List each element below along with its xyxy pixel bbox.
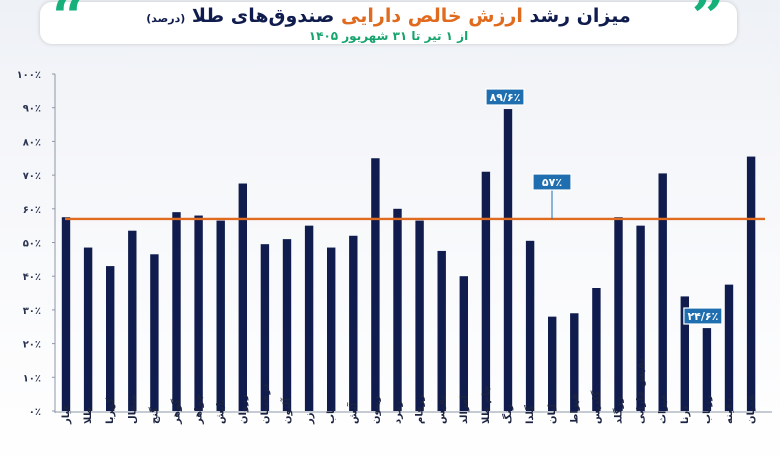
- bar: [172, 212, 181, 411]
- x-tick-label: تابش: [216, 398, 227, 424]
- average-callout-box: [532, 173, 572, 191]
- x-tick-label: دفینه: [724, 398, 735, 424]
- x-tick-label: درنا: [680, 406, 691, 424]
- bar: [437, 250, 446, 411]
- x-tick-label: آلتون: [280, 397, 293, 424]
- x-tick-label: همیان: [746, 394, 757, 424]
- bar: [481, 171, 491, 411]
- min-callout-box: [683, 307, 723, 325]
- bar: [570, 313, 579, 411]
- max-callout-box: [485, 88, 525, 106]
- x-tick-label: زمرد: [393, 400, 404, 424]
- bar: [636, 225, 645, 411]
- bar: [304, 225, 314, 411]
- y-tick-label: ۱۰۰٪: [17, 70, 41, 81]
- bar: [61, 217, 71, 411]
- bar: [680, 296, 689, 411]
- y-tick-label: ۲۰٪: [23, 340, 41, 351]
- x-tick-label: زر: [304, 412, 315, 425]
- bar: [128, 230, 137, 411]
- bar: [327, 247, 336, 411]
- x-tick-label: ناب: [326, 406, 337, 424]
- bar: [260, 244, 270, 411]
- x-tick-label: گنج: [147, 407, 160, 424]
- x-tick-label: جام طلا: [481, 385, 492, 424]
- quote-open-icon: “: [52, 0, 86, 51]
- bar: [746, 156, 756, 411]
- bar: [525, 240, 535, 411]
- y-tick-label: ۵۰٪: [23, 239, 41, 250]
- bar: [371, 158, 380, 411]
- x-tick-label: ریتون: [370, 395, 381, 424]
- x-tick-label: زرفام: [415, 395, 426, 424]
- y-tick-label: ۰٪: [29, 407, 41, 418]
- x-tick-label: کهربا: [105, 398, 116, 424]
- title-box: “ ” میزان رشد ارزش خالص دارایی صندوق‌های…: [40, 0, 737, 51]
- x-tick-label: لیان: [547, 404, 558, 424]
- quote-close-icon: ”: [691, 0, 725, 51]
- x-tick-label: زنگ: [502, 404, 514, 424]
- bar: [614, 217, 623, 411]
- min-callout-label: ۲۴/۶٪: [687, 310, 718, 323]
- x-tick-label: گلدا: [523, 405, 536, 424]
- bar: [150, 254, 159, 411]
- y-tick-label: ۶۰٪: [23, 205, 41, 216]
- x-tick-label: طلا: [83, 407, 94, 424]
- bar: [194, 215, 203, 411]
- max-callout-label: ۸۹/۶٪: [490, 91, 521, 104]
- bar: [592, 287, 601, 411]
- title-part-2: ارزش خالص دارایی: [341, 5, 523, 27]
- bar: [724, 284, 734, 411]
- y-tick-label: ۳۰٪: [23, 306, 41, 317]
- bar: [238, 183, 247, 411]
- x-tick-label: قیراط: [569, 393, 580, 424]
- bar: [459, 276, 468, 411]
- x-tick-label: امرالد: [459, 395, 470, 424]
- x-tick-label: نفیس فارابی: [636, 358, 647, 424]
- bar: [415, 220, 424, 411]
- x-tick-label: نفیس: [437, 395, 448, 424]
- x-tick-label: مثقال: [127, 394, 138, 424]
- y-tick-label: ۱۰٪: [23, 373, 41, 384]
- bar: [702, 328, 712, 411]
- bar: [503, 109, 513, 411]
- bar: [393, 208, 402, 411]
- bar: [216, 220, 225, 411]
- x-tick-label: زروان: [238, 394, 249, 424]
- x-tick-label: عیار: [61, 404, 72, 425]
- title-unit: (درصد): [146, 12, 186, 25]
- bar: [658, 173, 667, 411]
- x-tick-label: جواهر: [194, 394, 205, 425]
- x-tick-label: درخشان: [260, 383, 271, 424]
- x-tick-label: گوهر: [170, 399, 183, 425]
- y-tick-label: ۴۰٪: [23, 272, 41, 283]
- y-tick-label: ۷۰٪: [23, 171, 41, 182]
- x-tick-label: گلدیس: [589, 390, 602, 424]
- average-callout-label: ۵۷٪: [542, 176, 562, 189]
- page-title: میزان رشد ارزش خالص دارایی صندوق‌های طلا…: [40, 4, 737, 31]
- y-tick-label: ۹۰٪: [23, 104, 41, 115]
- title-part-1: میزان رشد: [529, 5, 631, 27]
- bar: [106, 266, 115, 411]
- x-tick-label: زرناب: [702, 395, 713, 424]
- bar: [282, 239, 292, 411]
- bar: [548, 316, 557, 411]
- title-part-3: صندوق‌های طلا: [191, 5, 335, 27]
- x-tick-label: زرگلد: [612, 397, 625, 424]
- bar: [83, 247, 93, 411]
- x-tick-label: میراث: [658, 394, 669, 424]
- page-subtitle: از ۱ تیر تا ۳۱ شهریور ۱۴۰۵: [308, 29, 469, 43]
- bar: [349, 235, 358, 411]
- x-tick-label: آتش: [346, 402, 359, 424]
- y-tick-label: ۸۰٪: [23, 137, 41, 148]
